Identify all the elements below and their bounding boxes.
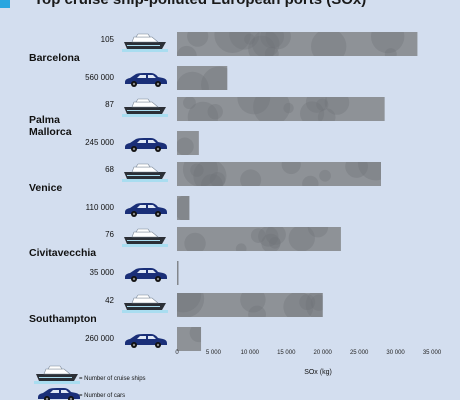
bar-ships-palma-mallorca	[177, 97, 385, 121]
ship-icon	[121, 228, 169, 248]
title-accent	[0, 0, 10, 8]
bar-cars-southampton	[177, 327, 202, 351]
bar-ships-southampton	[177, 293, 323, 317]
car-icon	[125, 73, 167, 87]
ship-icon	[121, 163, 169, 183]
x-tick-label: 0	[175, 350, 179, 356]
car-icon	[125, 268, 167, 282]
x-tick-label: 25 000	[350, 350, 369, 356]
legend-cars-label: = Number of cars	[79, 393, 125, 399]
ship-count-palma-mallorca: 87	[105, 100, 114, 109]
x-axis: 0 5 000 10 000 15 000 20 000 25 000 30 000 35 0…	[175, 350, 442, 376]
x-tick-label: 30 000	[386, 350, 405, 356]
car-icon	[125, 138, 167, 152]
x-tick-label: 35 000	[423, 350, 442, 356]
bars-group	[177, 32, 418, 351]
legend-ships-label: = Number of cruise ships	[79, 376, 146, 382]
ship-count-southampton: 42	[105, 296, 114, 305]
ship-count-venice: 68	[105, 165, 114, 174]
chart-title: Top cruise ship-polluted European ports …	[34, 0, 366, 8]
labels-group: Barcelona 105 560 000 Palma Mallorca 87 245 00…	[29, 33, 169, 348]
car-icon	[125, 203, 167, 217]
car-count-southampton: 260 000	[85, 334, 114, 343]
bar-ships-civitavecchia	[177, 227, 341, 251]
bar-cars-palma-mallorca	[177, 131, 199, 155]
ship-icon	[121, 33, 169, 53]
bar-ships-barcelona	[177, 32, 418, 56]
legend: = Number of cruise ships = Number of cars	[33, 365, 146, 400]
ship-icon	[121, 98, 169, 118]
car-icon	[125, 334, 167, 348]
x-tick-label: 5 000	[206, 350, 222, 356]
car-count-civitavecchia: 35 000	[90, 268, 115, 277]
x-tick-label: 15 000	[277, 350, 296, 356]
port-label-civitavecchia: Civitavecchia	[29, 247, 96, 259]
ship-icon	[121, 294, 169, 314]
x-axis-title: SOx (kg)	[304, 369, 332, 376]
port-label-barcelona: Barcelona	[29, 52, 80, 64]
legend-car-icon	[38, 388, 80, 400]
x-tick-label: 10 000	[241, 350, 260, 356]
x-tick-label: 20 000	[314, 350, 333, 356]
bar-cars-civitavecchia	[177, 261, 179, 285]
car-count-barcelona: 560 000	[85, 73, 114, 82]
bar-cars-venice	[177, 196, 190, 220]
bar-cars-barcelona	[177, 66, 228, 90]
legend-ship-icon	[33, 365, 81, 385]
title-bar: Top cruise ship-polluted European ports …	[0, 0, 460, 12]
bar-ships-venice	[177, 162, 381, 186]
ship-count-barcelona: 105	[101, 35, 115, 44]
port-label-venice: Venice	[29, 182, 62, 194]
car-count-palma-mallorca: 245 000	[85, 138, 114, 147]
port-label-southampton: Southampton	[29, 313, 97, 325]
car-count-venice: 110 000	[86, 203, 115, 212]
ship-count-civitavecchia: 76	[105, 230, 114, 239]
port-label-palma-mallorca: Palma Mallorca	[29, 114, 72, 138]
